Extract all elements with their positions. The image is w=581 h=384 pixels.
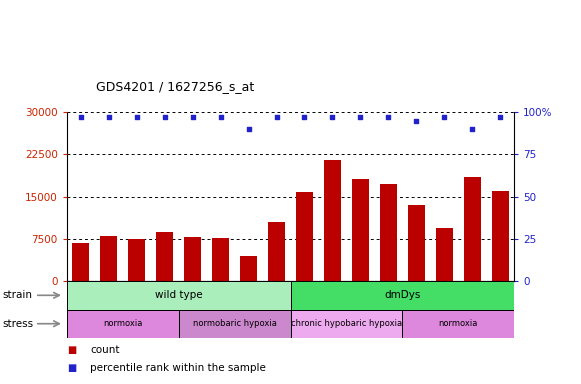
Bar bbox=[403, 310, 514, 338]
Bar bbox=[184, 237, 201, 281]
Point bbox=[244, 126, 253, 132]
Point bbox=[272, 114, 281, 120]
Bar bbox=[408, 205, 425, 281]
Point bbox=[383, 114, 393, 120]
Text: strain: strain bbox=[3, 290, 33, 300]
Text: count: count bbox=[90, 345, 120, 355]
Bar bbox=[73, 243, 89, 281]
Point bbox=[216, 114, 225, 120]
Bar bbox=[380, 184, 397, 281]
Point bbox=[412, 118, 421, 124]
Point bbox=[104, 114, 113, 120]
Point bbox=[468, 126, 477, 132]
Bar bbox=[212, 238, 229, 281]
Point bbox=[160, 114, 169, 120]
Text: normobaric hypoxia: normobaric hypoxia bbox=[193, 319, 277, 328]
Bar bbox=[296, 192, 313, 281]
Bar bbox=[352, 179, 369, 281]
Point bbox=[328, 114, 337, 120]
Bar bbox=[436, 228, 453, 281]
Bar bbox=[240, 256, 257, 281]
Bar bbox=[179, 310, 290, 338]
Point bbox=[496, 114, 505, 120]
Text: GDS4201 / 1627256_s_at: GDS4201 / 1627256_s_at bbox=[96, 80, 254, 93]
Bar bbox=[156, 232, 173, 281]
Bar bbox=[492, 191, 508, 281]
Point bbox=[300, 114, 309, 120]
Point bbox=[76, 114, 85, 120]
Text: chronic hypobaric hypoxia: chronic hypobaric hypoxia bbox=[291, 319, 402, 328]
Bar bbox=[268, 222, 285, 281]
Text: ■: ■ bbox=[67, 363, 76, 373]
Bar bbox=[290, 281, 514, 310]
Bar bbox=[101, 236, 117, 281]
Text: wild type: wild type bbox=[155, 290, 202, 300]
Text: percentile rank within the sample: percentile rank within the sample bbox=[90, 363, 266, 373]
Point bbox=[356, 114, 365, 120]
Bar bbox=[67, 281, 290, 310]
Point bbox=[188, 114, 198, 120]
Bar bbox=[67, 310, 179, 338]
Text: normoxia: normoxia bbox=[439, 319, 478, 328]
Bar bbox=[464, 177, 480, 281]
Bar bbox=[290, 310, 403, 338]
Text: dmDys: dmDys bbox=[384, 290, 421, 300]
Bar bbox=[324, 160, 341, 281]
Text: ■: ■ bbox=[67, 345, 76, 355]
Point bbox=[132, 114, 141, 120]
Point bbox=[440, 114, 449, 120]
Text: stress: stress bbox=[3, 319, 34, 329]
Text: normoxia: normoxia bbox=[103, 319, 142, 328]
Bar bbox=[128, 239, 145, 281]
